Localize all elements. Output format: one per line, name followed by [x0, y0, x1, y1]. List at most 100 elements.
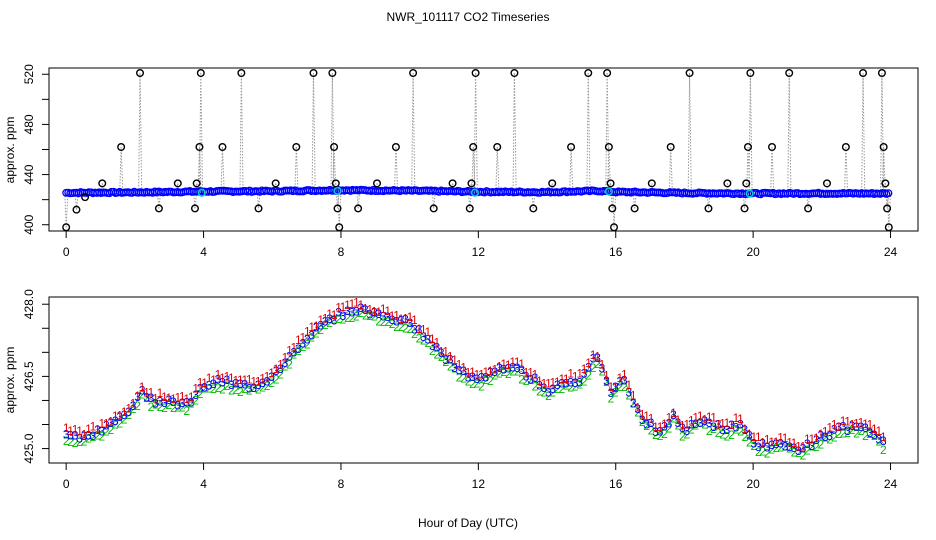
- series-2-marker: 2: [688, 423, 695, 437]
- series-1-marker: 1: [442, 344, 449, 358]
- series-1-marker: 1: [206, 371, 213, 385]
- series-1-marker: 1: [541, 376, 548, 390]
- series-1-marker: 1: [384, 304, 391, 318]
- series-2-marker: 2: [733, 423, 740, 437]
- series-3-marker: 3: [291, 346, 298, 360]
- outlier-point: [192, 179, 201, 188]
- series-2-marker: 2: [456, 370, 463, 384]
- series-3-marker: 3: [90, 429, 97, 443]
- series-2-marker: 2: [683, 428, 690, 442]
- series-2-marker: 2: [858, 424, 865, 438]
- series-3-marker: 3: [304, 332, 311, 346]
- outlier-connector: [606, 73, 610, 192]
- series-3-marker: 3: [581, 367, 588, 381]
- x-tick-label: 0: [63, 245, 70, 259]
- outlier-point: [467, 179, 476, 188]
- series-2-marker: 2: [157, 400, 164, 414]
- series-1-marker: 1: [197, 375, 204, 389]
- series-1-marker: 1: [353, 296, 360, 310]
- series-1-marker: 1: [362, 302, 369, 316]
- series-3-marker: 3: [134, 390, 141, 404]
- series-2-marker: 2: [487, 374, 494, 388]
- series-1-marker: 1: [603, 368, 610, 382]
- outlier-connector: [706, 193, 709, 209]
- series-1-marker: 1: [594, 350, 601, 364]
- series-3-marker: 3: [277, 362, 284, 376]
- series-3-marker: 3: [773, 437, 780, 451]
- series-1-marker: 1: [308, 320, 315, 334]
- outlier-point: [469, 142, 478, 151]
- series-1-marker: 1: [688, 413, 695, 427]
- highlight-point: [197, 188, 206, 197]
- series-1-marker: 1: [621, 368, 628, 382]
- highlight-point: [470, 188, 480, 197]
- series-2-marker: 2: [652, 428, 659, 442]
- series-3-marker: 3: [697, 416, 704, 430]
- series-2-marker: 2: [353, 309, 360, 323]
- series-1-marker: 1: [224, 370, 231, 384]
- series-3-marker: 3: [831, 423, 838, 437]
- series-2-marker: 2: [362, 309, 369, 323]
- outlier-connector: [469, 183, 472, 192]
- outlier-point: [72, 205, 81, 214]
- outlier-point: [254, 204, 263, 213]
- series-3-marker: 3: [295, 342, 302, 356]
- series-1-marker: 1: [375, 305, 382, 319]
- outlier-point: [391, 142, 400, 151]
- series-3-marker: 3: [742, 423, 749, 437]
- outlier-point: [884, 223, 893, 231]
- series-3-marker: 3: [447, 353, 454, 367]
- series-1-marker: 1: [233, 373, 240, 387]
- series-2-marker: 2: [139, 388, 146, 402]
- series-2-marker: 2: [675, 418, 682, 432]
- series-3-marker: 3: [617, 374, 624, 388]
- series-3-marker: 3: [85, 429, 92, 443]
- series-2-marker: 2: [639, 415, 646, 429]
- series-1-marker: 1: [880, 430, 887, 444]
- series-2-marker: 2: [809, 440, 816, 454]
- series-1-marker: 1: [130, 396, 137, 410]
- series-1-marker: 1: [85, 422, 92, 436]
- series-2-marker: 2: [166, 398, 173, 412]
- series-3-marker: 3: [465, 370, 472, 384]
- series-2-marker: 2: [634, 405, 641, 419]
- series-3-marker: 3: [670, 408, 677, 422]
- series-3-marker: 3: [384, 310, 391, 324]
- outlier-connector: [512, 73, 515, 192]
- top-panel: 0 4 8 12 16 20 24 400 440 480 520 approx. ppm: [3, 64, 919, 259]
- series-3-marker: 3: [429, 339, 436, 353]
- series-2-marker: 2: [523, 374, 530, 388]
- series-2-marker: 2: [679, 429, 686, 443]
- series-3-marker: 3: [107, 416, 114, 430]
- series-2-marker: 2: [308, 330, 315, 344]
- series-1-marker: 1: [545, 377, 552, 391]
- series-2-marker: 2: [201, 381, 208, 395]
- outlier-point: [62, 223, 71, 231]
- series-2-marker: 2: [188, 397, 195, 411]
- series-2-marker: 2: [192, 394, 199, 408]
- series-2-marker: 2: [384, 315, 391, 329]
- series-3-marker: 3: [416, 322, 423, 336]
- outlier-connector: [881, 73, 885, 194]
- series-2-marker: 2: [121, 412, 128, 426]
- series-1-marker: 1: [710, 411, 717, 425]
- series-1-marker: 1: [433, 336, 440, 350]
- y-tick-label: 428.0: [22, 289, 36, 319]
- series-2-marker: 2: [469, 377, 476, 391]
- series-3-marker: 3: [590, 352, 597, 366]
- series-3-marker: 3: [478, 370, 485, 384]
- series-2-marker: 2: [875, 434, 882, 448]
- highlight-point: [604, 187, 613, 196]
- top-x-axis: 0 4 8 12 16 20 24: [63, 231, 898, 259]
- series-1-marker: 1: [527, 365, 534, 379]
- series-2-marker: 2: [170, 401, 177, 415]
- series-1-marker: 1: [875, 424, 882, 438]
- series-2-marker: 2: [581, 374, 588, 388]
- series-3-marker: 3: [268, 370, 275, 384]
- series-2-marker: 2: [612, 385, 619, 399]
- series-2-marker: 2: [268, 376, 275, 390]
- series-3-marker: 3: [612, 380, 619, 394]
- series-3-marker: 3: [719, 423, 726, 437]
- y-tick-label: 400: [22, 214, 36, 234]
- series-1-marker: 1: [273, 362, 280, 376]
